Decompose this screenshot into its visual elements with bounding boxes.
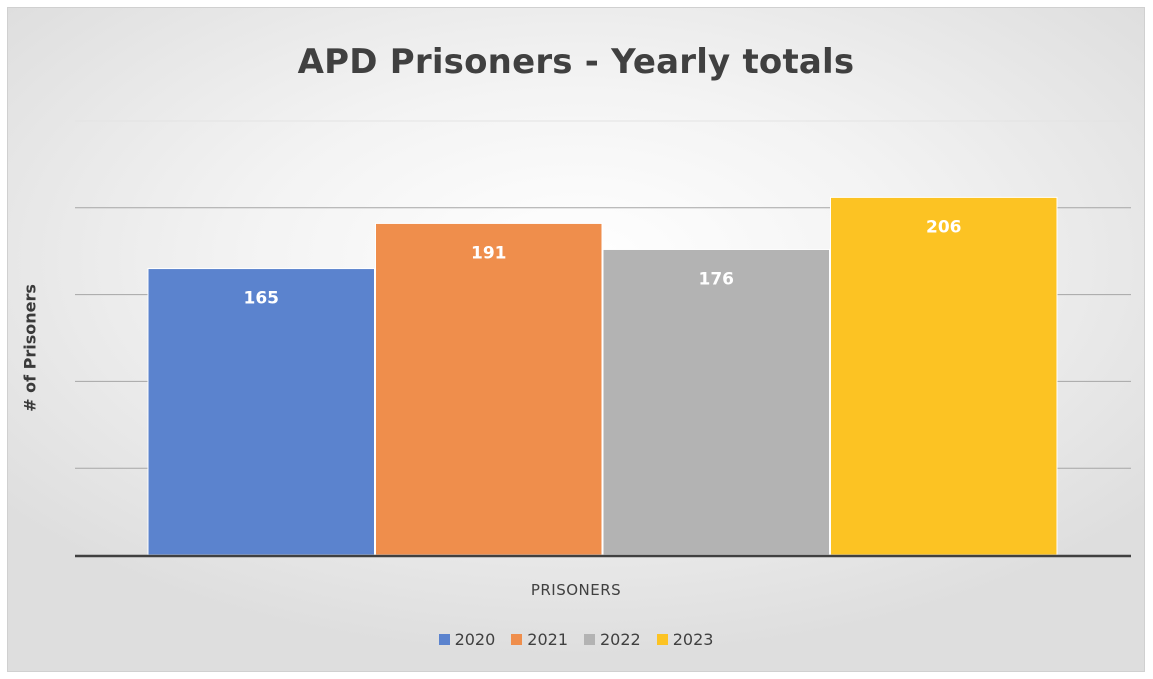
data-label-2020: 165 [244, 289, 280, 309]
bar-2021 [375, 222, 603, 556]
legend-label: 2021 [527, 630, 568, 649]
x-axis-label: PRISONERS [530, 581, 622, 599]
bar-2023 [830, 196, 1058, 556]
legend-swatch [438, 634, 450, 645]
data-label-2022: 176 [699, 269, 735, 289]
legend-label: 2022 [600, 630, 641, 649]
data-label-2023: 206 [926, 217, 962, 237]
legend-item-2020: 2020 [438, 630, 496, 649]
data-label-2021: 191 [471, 243, 507, 263]
legend: 2020 2021 2022 2023 [8, 630, 1144, 649]
bar-2020 [147, 268, 375, 556]
chart-title: APD Prisoners - Yearly totals [297, 42, 855, 82]
legend-item-2023: 2023 [656, 630, 714, 649]
legend-swatch [511, 634, 523, 645]
bar-2022 [602, 248, 830, 556]
legend-label: 2020 [454, 630, 496, 649]
legend-label: 2023 [672, 630, 714, 649]
legend-swatch [656, 634, 668, 645]
chart-frame: APD Prisoners - Yearly totals # of Priso… [7, 7, 1145, 672]
plot-area: 165 191 176 206 [75, 120, 1131, 558]
legend-swatch [584, 634, 595, 645]
legend-item-2022: 2022 [584, 630, 641, 649]
legend-item-2021: 2021 [511, 630, 568, 649]
